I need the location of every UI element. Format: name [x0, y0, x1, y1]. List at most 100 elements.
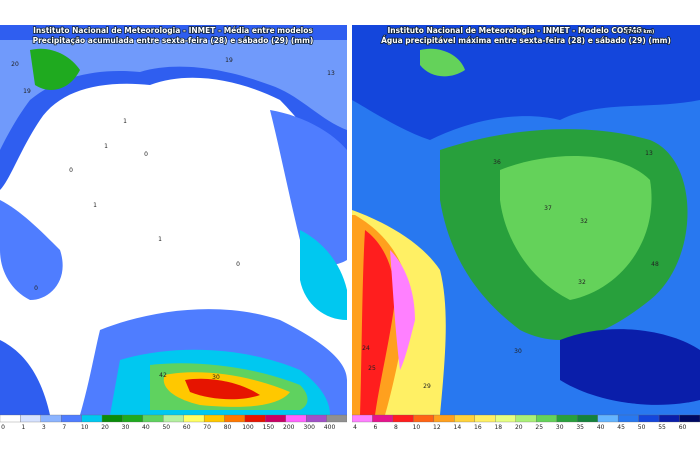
map-subtitle: Água precipitável máxima entre sexta-fei…: [381, 36, 671, 45]
colorbar-swatch: [163, 414, 184, 423]
colorbar-label: 25: [535, 424, 543, 431]
map-label: 25: [368, 365, 376, 372]
colorbar-swatch: [392, 414, 414, 423]
colorbar-label: 7: [62, 424, 66, 431]
colorbar-swatch: [597, 414, 619, 423]
colorbar-swatch: [326, 414, 348, 423]
colorbar-swatch: [536, 414, 557, 423]
colorbar-label: 200: [283, 424, 295, 431]
colorbar-swatch: [372, 414, 394, 423]
colorbar-label: 1: [21, 424, 25, 431]
map-label: 1: [93, 202, 97, 209]
colorbar-label: 100: [242, 424, 254, 431]
colorbar-swatch: [679, 414, 700, 423]
colorbar-swatch: [285, 414, 307, 423]
colorbar-label: 70: [203, 424, 211, 431]
colorbar-swatch: [617, 414, 639, 423]
colorbar-label: 8: [394, 424, 398, 431]
colorbar-label: 30: [556, 424, 564, 431]
map-label: 0: [69, 167, 73, 174]
colorbar-label: 10: [413, 424, 421, 431]
colorbar-label: 18: [494, 424, 502, 431]
map-label: 29: [423, 383, 431, 390]
map-label: 0: [34, 285, 38, 292]
map-label: 32: [578, 279, 586, 286]
colorbar-swatch: [122, 414, 144, 423]
colorbar-label: 300: [303, 424, 315, 431]
colorbar-swatch: [556, 414, 578, 423]
map-subtitle: Precipitação acumulada entre sexta-feira…: [33, 36, 314, 45]
colorbar-swatch: [351, 414, 373, 423]
colorbar-label: 400: [324, 424, 336, 431]
colorbar-swatch: [183, 414, 205, 423]
map-label: 37: [544, 205, 552, 212]
colorbar-swatch: [306, 414, 327, 423]
colorbar-swatch: [142, 414, 164, 423]
map-label: 19: [225, 57, 233, 64]
colorbar-label: 50: [162, 424, 170, 431]
colorbar-swatch: [638, 414, 660, 423]
map-label: 13: [645, 150, 653, 157]
colorbar-swatch: [495, 414, 516, 423]
map-label: 42: [159, 372, 167, 379]
colorbar-label: 12: [433, 424, 441, 431]
colorbar-label: 10: [81, 424, 89, 431]
map-label: 36: [493, 159, 501, 166]
map-label: 32: [580, 218, 588, 225]
colorbar-swatch: [265, 414, 286, 423]
map-label: 13: [327, 70, 335, 77]
colorbar-swatch: [203, 414, 225, 423]
colorbar-swatch: [61, 414, 82, 423]
map-label: 0: [236, 261, 240, 268]
colorbar-swatch: [81, 414, 103, 423]
colorbar-label: 40: [142, 424, 150, 431]
map-label: 0: [144, 151, 148, 158]
colorbar-swatch: [244, 414, 266, 423]
colorbar-swatch: [40, 414, 62, 423]
map-label: 1: [104, 143, 108, 150]
colorbar-swatch: [433, 414, 455, 423]
colorbar-label: 60: [679, 424, 687, 431]
colorbar-swatch: [224, 414, 246, 423]
colorbar-label: 55: [658, 424, 666, 431]
colorbar-label: 3: [42, 424, 46, 431]
colorbar-swatch: [474, 414, 496, 423]
colorbar-label: 4: [353, 424, 357, 431]
colorbar-label: 80: [224, 424, 232, 431]
colorbar-swatch: [101, 414, 123, 423]
left-map: [0, 25, 347, 415]
map-label: 30: [212, 374, 220, 381]
map-label: 19: [23, 88, 31, 95]
colorbar-swatch: [20, 414, 41, 423]
colorbar-label: 16: [474, 424, 482, 431]
map-label: 30: [514, 348, 522, 355]
colorbar-label: 40: [597, 424, 605, 431]
colorbar-label: 60: [183, 424, 191, 431]
map-label: 24: [362, 345, 370, 352]
map-label: 48: [651, 261, 659, 268]
map-label: 20: [11, 61, 19, 68]
map-title: Instituto Nacional de Meteorologia - INM…: [387, 26, 642, 35]
map-title: Instituto Nacional de Meteorologia - INM…: [33, 26, 313, 35]
colorbar-label: 6: [374, 424, 378, 431]
colorbar-label: 20: [101, 424, 109, 431]
colorbar-swatch: [577, 414, 598, 423]
colorbar-label: 0: [1, 424, 5, 431]
map-title-note: (7 x 7 km): [626, 29, 655, 35]
colorbar-swatch: [454, 414, 475, 423]
right-map: [352, 25, 700, 415]
map-label: 1: [158, 236, 162, 243]
colorbar-label: 14: [454, 424, 462, 431]
map-label: 1: [123, 118, 127, 125]
colorbar-swatch: [0, 414, 21, 423]
colorbar-swatch: [658, 414, 680, 423]
colorbar-label: 35: [576, 424, 584, 431]
colorbar-label: 45: [617, 424, 625, 431]
colorbar-swatch: [515, 414, 537, 423]
colorbar-label: 50: [638, 424, 646, 431]
colorbar-label: 20: [515, 424, 523, 431]
colorbar-swatch: [413, 414, 435, 423]
colorbar-label: 30: [122, 424, 130, 431]
colorbar-label: 150: [263, 424, 275, 431]
